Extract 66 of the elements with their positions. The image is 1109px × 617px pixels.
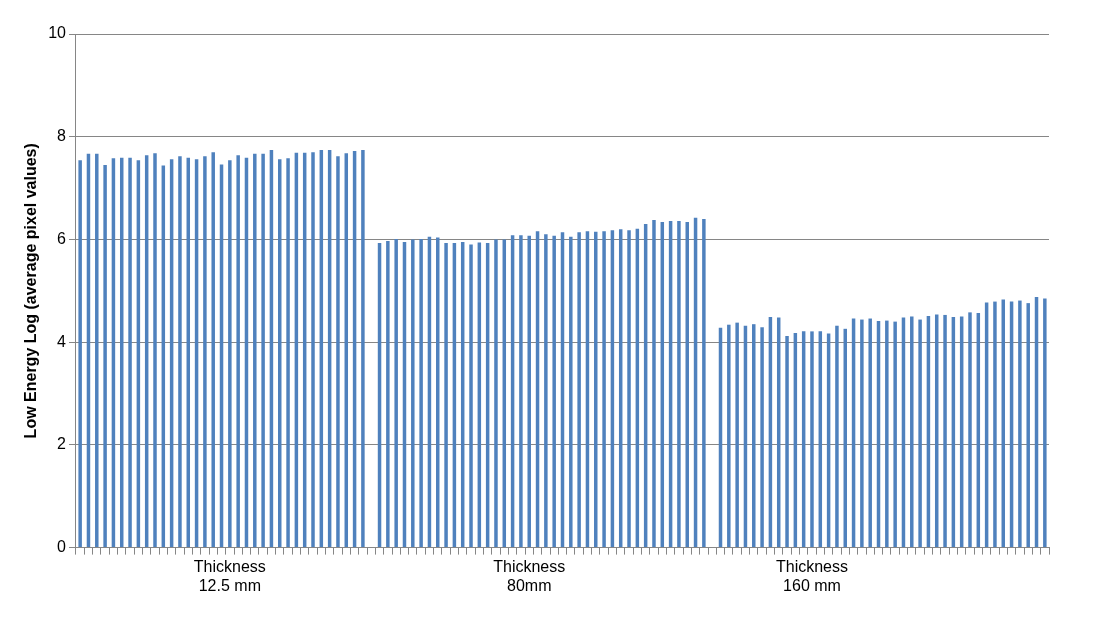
bar <box>253 153 257 548</box>
bar <box>594 231 598 548</box>
bar <box>178 156 182 548</box>
bar <box>835 325 839 548</box>
y-tick-label: 4 <box>57 332 67 350</box>
bar <box>868 318 872 548</box>
bar <box>993 301 997 548</box>
y-tick-label: 2 <box>57 435 67 453</box>
bar <box>228 160 232 548</box>
y-tick-label: 8 <box>57 127 67 145</box>
bar <box>494 239 498 548</box>
bar <box>419 238 423 548</box>
bar <box>386 240 390 548</box>
bar <box>469 244 473 548</box>
bar <box>261 153 265 548</box>
bar <box>943 314 947 548</box>
y-tick-label: 6 <box>57 229 67 247</box>
bar <box>128 157 132 548</box>
bar <box>444 243 448 548</box>
bar <box>702 218 706 548</box>
bar <box>436 237 440 548</box>
bar <box>103 164 107 548</box>
bar <box>918 319 922 548</box>
bar <box>203 156 207 548</box>
bar <box>727 324 731 548</box>
bar <box>394 238 398 548</box>
bar <box>893 321 897 548</box>
bar <box>885 320 889 548</box>
bar <box>211 152 215 548</box>
bar <box>785 336 789 548</box>
bar <box>519 235 523 548</box>
bar <box>627 230 631 548</box>
bar <box>752 324 756 548</box>
x-tick-label: Thickness 12.5 mm <box>193 557 266 594</box>
bar <box>968 312 972 548</box>
bar <box>286 158 290 548</box>
bar <box>544 234 548 548</box>
bar <box>1018 300 1022 548</box>
bar <box>735 322 739 548</box>
bar <box>411 239 415 548</box>
bar <box>1026 303 1030 548</box>
bar <box>910 316 914 548</box>
bar <box>677 220 681 548</box>
bar <box>685 221 689 548</box>
bar <box>153 153 157 548</box>
bar <box>569 236 573 548</box>
y-axis-title: Low Energy Log (average pixel values) <box>22 143 40 439</box>
bar <box>552 235 556 548</box>
bar <box>527 235 531 548</box>
bar <box>336 156 340 548</box>
bar <box>760 327 764 548</box>
y-tick-label: 10 <box>48 24 67 42</box>
bar <box>810 331 814 548</box>
bar <box>361 150 365 548</box>
bar <box>652 219 656 548</box>
bar <box>78 160 82 548</box>
y-tick-label: 0 <box>57 538 67 556</box>
bar <box>236 155 240 548</box>
x-tick-label: Thickness 80mm <box>493 557 566 594</box>
x-tick-label: Thickness 160 mm <box>775 557 848 594</box>
bar <box>1043 298 1047 548</box>
bar <box>95 153 99 548</box>
bar <box>602 231 606 548</box>
bar <box>311 152 315 548</box>
bar <box>577 232 581 548</box>
bar <box>860 319 864 548</box>
